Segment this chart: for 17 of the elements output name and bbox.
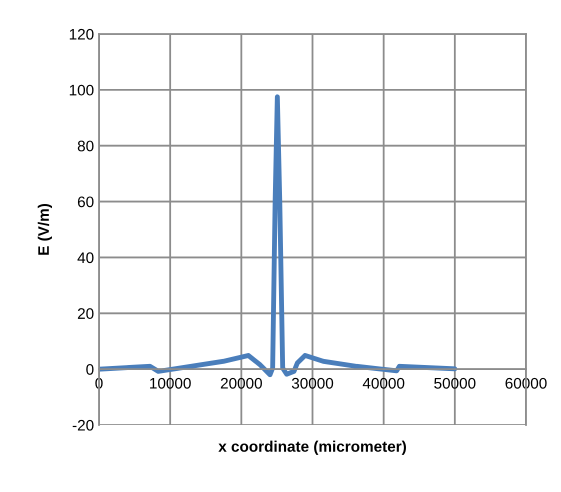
y-tick-label: 80 xyxy=(78,140,94,152)
x-tick-label: 30000 xyxy=(292,378,334,389)
x-tick-label: 50000 xyxy=(434,378,476,389)
x-tick-label: 60000 xyxy=(506,378,547,389)
y-tick-label: -20 xyxy=(72,420,94,431)
y-tick-label: 0 xyxy=(86,364,94,375)
line-series xyxy=(99,94,458,378)
y-tick-label: 20 xyxy=(78,308,94,319)
y-tick-label: 60 xyxy=(78,196,94,208)
x-tick-label: 40000 xyxy=(362,378,404,389)
x-tick-label: 10000 xyxy=(150,378,191,389)
x-tick-label: 20000 xyxy=(220,378,262,389)
y-tick-label: 100 xyxy=(70,84,94,96)
x-axis-title: x coordinate (micrometer) xyxy=(218,440,406,455)
y-tick-label: 40 xyxy=(78,252,94,264)
y-tick-label: 120 xyxy=(70,28,94,40)
y-axis-title: E (V/m) xyxy=(38,204,52,255)
